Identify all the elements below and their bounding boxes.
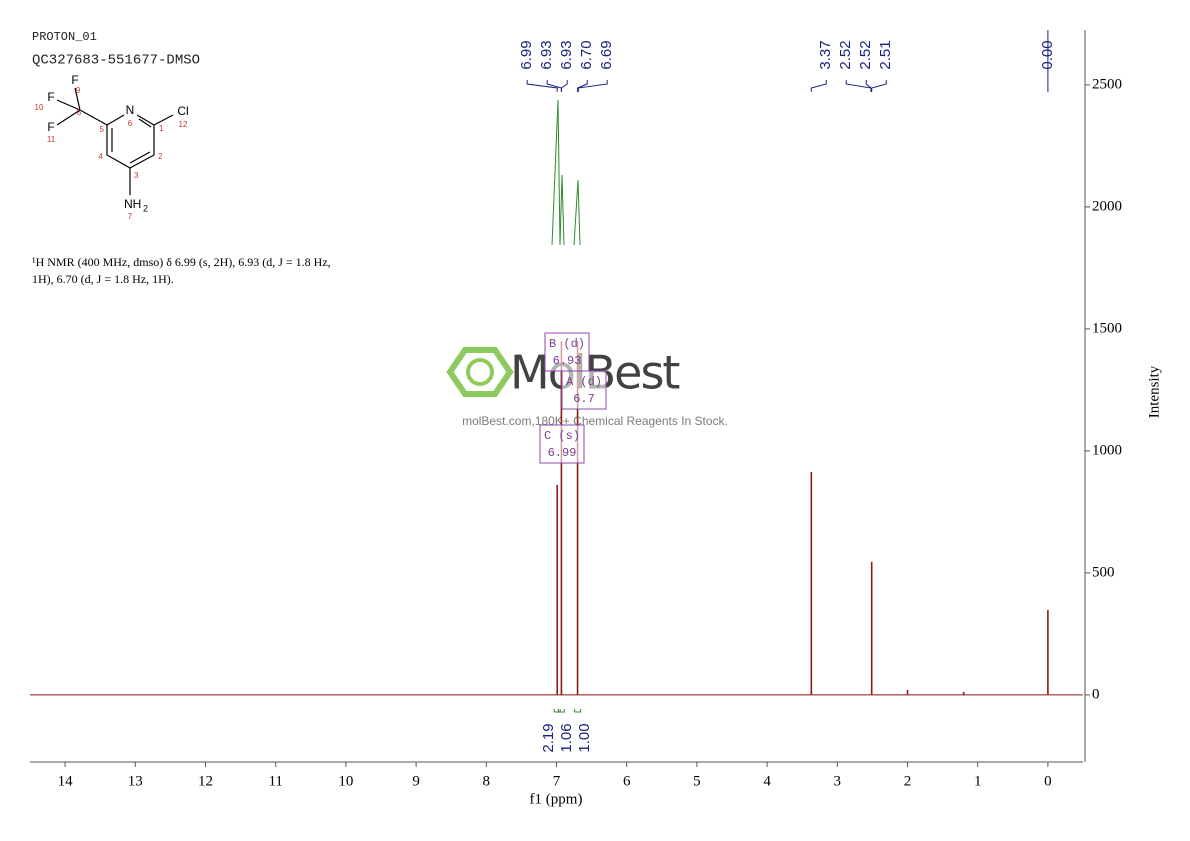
header-line: QC327683-551677-DMSO [32, 53, 200, 69]
atom-label: F [47, 90, 54, 104]
atom-number: 11 [47, 135, 56, 144]
atom-number: 2 [158, 152, 163, 161]
atom-number: 12 [179, 120, 188, 129]
multiplet-label: C (s) [544, 429, 580, 443]
multiplet-shift: 6.93 [553, 354, 582, 368]
multiplet-shift: 6.7 [573, 392, 595, 406]
peak-label: 2.52 [857, 40, 874, 69]
integral-bracket [574, 709, 582, 713]
x-tick-label: 1 [974, 773, 982, 789]
x-tick-label: 12 [198, 773, 213, 789]
atom-label: F [47, 120, 54, 134]
y-tick-label: 2500 [1092, 76, 1122, 92]
peak-label: 6.93 [558, 40, 575, 69]
x-tick-label: 10 [338, 773, 353, 789]
x-tick-label: 8 [483, 773, 491, 789]
atom-number: 5 [100, 125, 105, 134]
peak-label: 0.00 [1039, 40, 1056, 69]
peak-label: 3.37 [817, 40, 834, 69]
peak-connector [577, 80, 588, 92]
atom-number: 9 [76, 86, 81, 95]
x-axis-label: f1 (ppm) [530, 791, 583, 807]
peak-label: 6.69 [598, 40, 615, 69]
peak-connector [865, 80, 872, 92]
atom-label: F [71, 73, 78, 87]
atom-number: 6 [128, 119, 133, 128]
peak-connector [526, 80, 558, 92]
integral-label: 1.00 [576, 723, 593, 752]
peak-label: 2.51 [877, 40, 894, 69]
header-line: PROTON_01 [32, 30, 97, 44]
structure: F 9 10 F 8 F 11 5 N 6 1 Cl 12 4 2 3 NH 2… [35, 73, 189, 221]
atom-label: Cl [177, 104, 188, 118]
multiplet-box [561, 370, 607, 410]
multiplet-shift: 6.99 [548, 446, 577, 460]
x-tick-label: 11 [268, 773, 282, 789]
y-tick-label: 1000 [1092, 442, 1122, 458]
multiplet-box [539, 424, 585, 464]
x-tick-label: 14 [58, 773, 74, 789]
x-tick-label: 3 [834, 773, 842, 789]
y-tick-label: 2000 [1092, 198, 1122, 214]
multiplet-box [544, 332, 590, 372]
atom-number: 8 [77, 108, 82, 117]
y-axis-label: Intensity [1146, 365, 1162, 418]
multiplet-label: A (d) [566, 375, 602, 389]
x-tick-label: 4 [763, 773, 771, 789]
x-tick-label: 6 [623, 773, 631, 789]
atom-label: NH [124, 197, 141, 211]
multiplet-label: B (d) [549, 337, 585, 351]
integral-label: 2.19 [540, 723, 557, 752]
atom-number: 7 [128, 212, 133, 221]
peak-label: 6.99 [518, 40, 535, 69]
inset-lines [551, 99, 581, 246]
atom-number: 4 [99, 152, 104, 161]
peak-connector [577, 80, 608, 92]
x-tick-label: 2 [904, 773, 912, 789]
peak-connector [871, 80, 887, 92]
atom-number: 10 [35, 103, 44, 112]
peak-label: 6.70 [578, 40, 595, 69]
atom-label: 2 [143, 203, 148, 213]
x-tick-label: 9 [412, 773, 420, 789]
y-tick-label: 500 [1092, 564, 1115, 580]
x-tick-label: 13 [128, 773, 143, 789]
annotation: 1H), 6.70 (d, J = 1.8 Hz, 1H). [32, 272, 174, 286]
x-tick-label: 0 [1044, 773, 1052, 789]
atom-number: 1 [159, 124, 164, 133]
y-tick-label: 0 [1092, 686, 1100, 702]
annotation: ¹H NMR (400 MHz, dmso) δ 6.99 (s, 2H), 6… [32, 255, 331, 269]
peak-connector [546, 80, 562, 92]
x-tick-label: 5 [693, 773, 701, 789]
integral-bracket [557, 709, 565, 713]
peak-label: 6.93 [538, 40, 555, 69]
integral-label: 1.06 [558, 723, 575, 752]
atom-number: 3 [134, 171, 139, 180]
watermark-text: molBest.com,180K+ Chemical Reagents In S… [462, 414, 728, 428]
atom-label: N [126, 103, 135, 117]
peak-label: 2.52 [837, 40, 854, 69]
peak-connector [845, 80, 872, 92]
peak-connector [560, 80, 568, 92]
peak-connector [810, 80, 827, 92]
x-tick-label: 7 [553, 773, 561, 789]
y-tick-label: 1500 [1092, 320, 1122, 336]
